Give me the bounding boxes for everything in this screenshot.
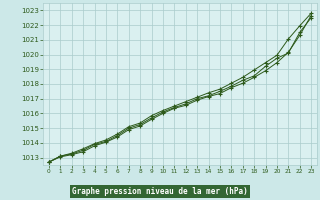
Text: Graphe pression niveau de la mer (hPa): Graphe pression niveau de la mer (hPa) <box>72 187 248 196</box>
